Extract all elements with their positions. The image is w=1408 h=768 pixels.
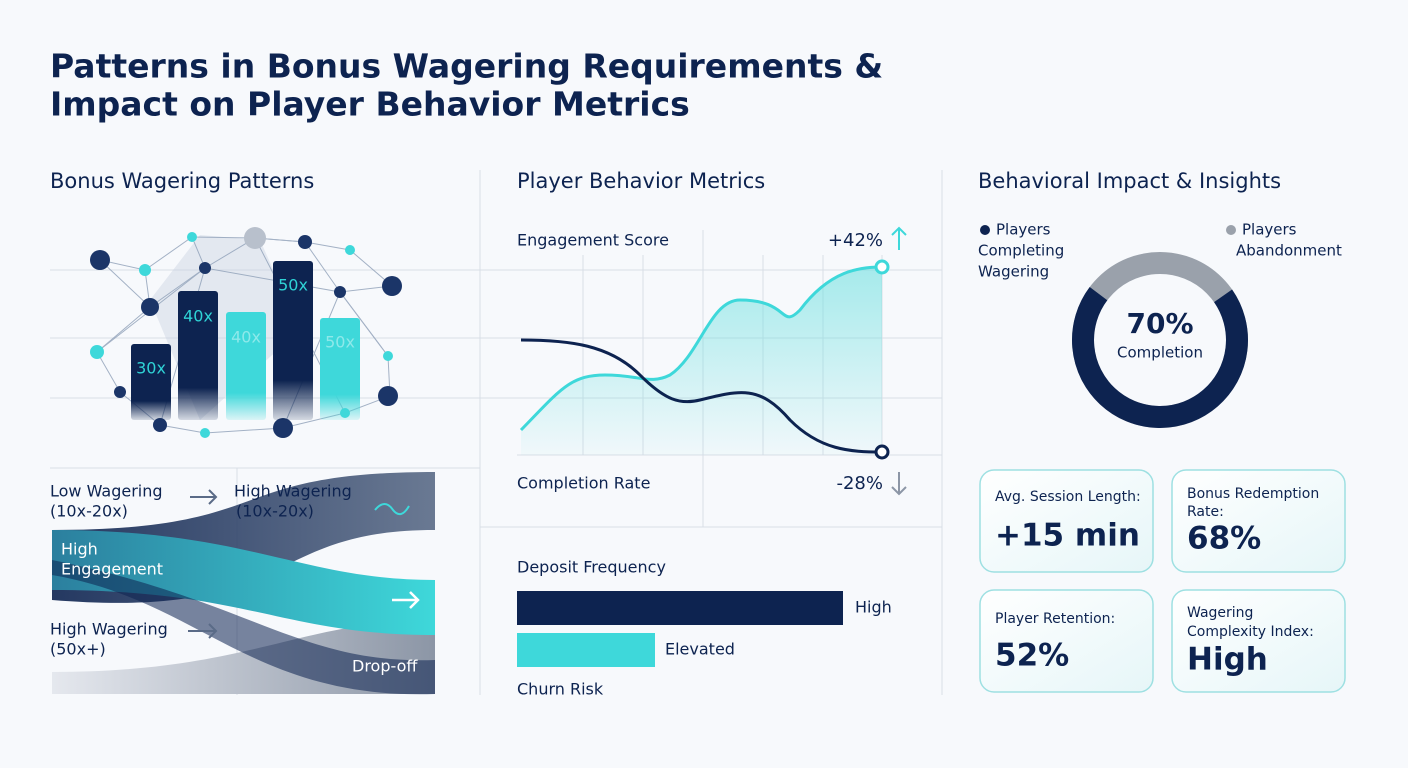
legend-label: Players	[996, 221, 1051, 239]
card-value: +15 min	[995, 518, 1140, 554]
cards	[979, 469, 1346, 693]
flow-label: Drop-off	[352, 657, 418, 676]
donut-label: Completion	[1117, 344, 1203, 362]
level-bar	[517, 633, 655, 667]
metric-label: Completion Rate	[517, 474, 650, 493]
bar-label: 50x	[278, 276, 308, 295]
bar-label: 50x	[325, 333, 355, 352]
legend-label: Players	[1242, 221, 1297, 239]
metric-change: +42%	[828, 230, 883, 251]
card-label: Rate:	[1187, 504, 1224, 520]
legend-label: Wagering	[978, 263, 1049, 281]
legend-dot	[980, 225, 990, 235]
bar-label: 30x	[136, 359, 166, 378]
title-line: Impact on Player Behavior Metrics	[50, 85, 690, 124]
flow-label: High Wagering	[234, 482, 352, 501]
legend-label: Completing	[978, 242, 1064, 260]
card-label: Bonus Redemption	[1187, 486, 1319, 502]
card-label: Player Retention:	[995, 611, 1115, 627]
card-label: Complexity Index:	[1187, 624, 1314, 640]
metric-label: Deposit Frequency	[517, 558, 666, 577]
bars	[131, 261, 360, 420]
legend-label: Abandonment	[1236, 242, 1342, 260]
flow-label: (10x-20x)	[50, 502, 128, 521]
metric-label: Engagement Score	[517, 231, 669, 250]
flow-label: High Wagering	[50, 620, 168, 639]
card-label: Avg. Session Length:	[995, 489, 1141, 505]
section-heading: Bonus Wagering Patterns	[50, 169, 314, 193]
metric-change: -28%	[836, 473, 883, 494]
flow-label: Engagement	[61, 560, 163, 579]
flow-bands	[52, 472, 435, 695]
flow-label: (50x+)	[50, 640, 106, 659]
bar-label: 40x	[183, 307, 213, 326]
flow-label: High	[61, 540, 98, 559]
donut-arc	[1072, 287, 1248, 428]
section-heading: Player Behavior Metrics	[517, 169, 765, 193]
title-line: Patterns in Bonus Wagering Requirements …	[50, 47, 883, 86]
donut-value: 70%	[1126, 307, 1193, 340]
legend-dot	[1226, 225, 1236, 235]
trend-lines	[519, 226, 907, 496]
flow-label: Low Wagering	[50, 482, 163, 501]
card-label: Wagering	[1187, 605, 1253, 621]
metric-label: Churn Risk	[517, 680, 604, 699]
card-value: High	[1187, 642, 1268, 678]
level-label: High	[855, 598, 892, 617]
card-value: 52%	[995, 638, 1069, 674]
section-heading: Behavioral Impact & Insights	[978, 169, 1281, 193]
card-value: 68%	[1187, 521, 1261, 557]
level-bar	[517, 591, 843, 625]
bar-label: 40x	[231, 328, 261, 347]
flow-label: (10x-20x)	[236, 502, 314, 521]
level-label: Elevated	[665, 640, 735, 659]
